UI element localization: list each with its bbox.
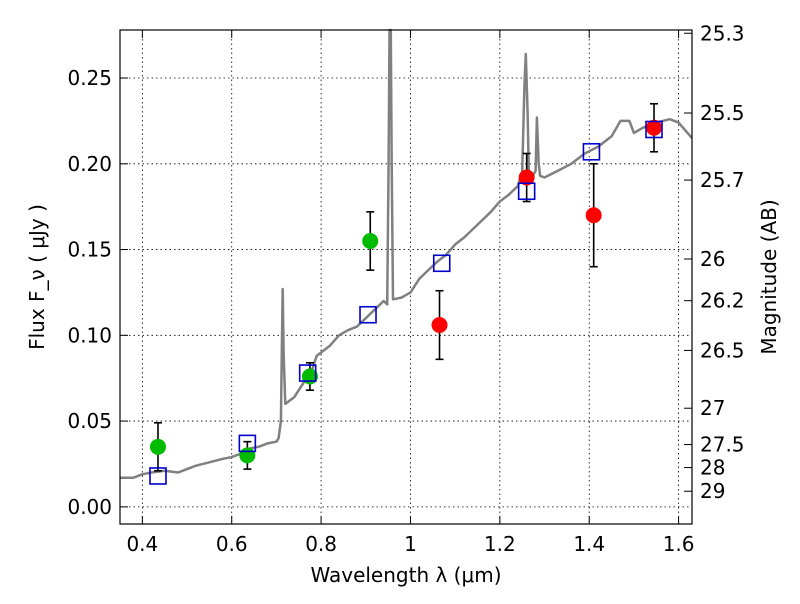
magnitude-tick-label: 25.3 xyxy=(700,21,745,45)
model-spectrum-line xyxy=(120,28,693,479)
y2-axis-label: Magnitude (AB) xyxy=(757,199,781,354)
x-tick-label: 1.4 xyxy=(573,532,605,556)
model-photometry-square xyxy=(238,434,257,453)
model-photometry-square xyxy=(359,305,377,324)
y-tick-label: 0.00 xyxy=(67,495,112,519)
magnitude-tick-label: 27 xyxy=(700,396,725,420)
magnitude-tick-label: 27.5 xyxy=(700,433,745,457)
model-photometry-square xyxy=(582,142,601,161)
magnitude-tick-label: 25.5 xyxy=(700,101,745,125)
axis-ticks: 0.4 0.6 0.8 1 1.2 1.4 1.6 0.00 0.05 0.10 0.15 0.20 0… xyxy=(67,21,744,556)
observed-flux-point xyxy=(362,232,379,249)
x-tick-label: 0.4 xyxy=(126,532,158,556)
x-tick-label: 1 xyxy=(404,532,417,556)
x-tick-label: 1.6 xyxy=(663,532,695,556)
model-photometry-square xyxy=(645,120,663,139)
observed-flux-point xyxy=(585,207,602,224)
y-tick-label: 0.20 xyxy=(67,152,112,176)
x-tick-label: 0.6 xyxy=(216,532,248,556)
magnitude-tick-label: 28 xyxy=(700,456,725,480)
observed-flux-point xyxy=(646,119,663,136)
observed-flux-point xyxy=(239,447,256,464)
model-photometry-square xyxy=(298,364,317,382)
plot-frame xyxy=(119,29,693,525)
observed-flux-point xyxy=(301,368,318,385)
magnitude-tick-label: 26 xyxy=(700,247,725,271)
model-spectrum-layer xyxy=(120,28,693,479)
grid xyxy=(120,30,692,524)
model-photometry-square xyxy=(149,467,167,485)
x-tick-label: 1.2 xyxy=(484,532,516,556)
magnitude-tick-label: 29 xyxy=(700,479,725,503)
data-points-layer xyxy=(149,102,663,485)
y-axis-label: Flux F_ν ( μJy ) xyxy=(25,204,49,350)
y-tick-label: 0.15 xyxy=(67,238,112,262)
y-tick-label: 0.05 xyxy=(67,409,112,433)
x-axis-label: Wavelength λ (μm) xyxy=(310,563,501,587)
y-tick-label: 0.25 xyxy=(67,66,112,90)
observed-flux-point xyxy=(431,317,448,334)
observed-flux-point xyxy=(149,438,166,455)
magnitude-tick-label: 26.5 xyxy=(700,338,745,362)
model-photometry-square xyxy=(432,254,451,273)
model-photometry-square xyxy=(517,182,536,201)
observed-flux-point xyxy=(518,169,535,186)
magnitude-tick-label: 26.2 xyxy=(700,289,745,313)
y-tick-label: 0.10 xyxy=(67,323,112,347)
x-tick-label: 0.8 xyxy=(305,532,337,556)
magnitude-tick-label: 25.7 xyxy=(700,168,745,192)
